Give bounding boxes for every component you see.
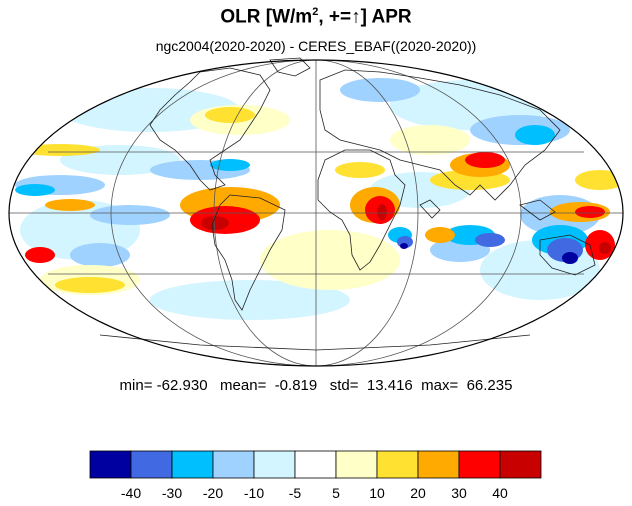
anomaly-field (15, 78, 623, 320)
plot-subtitle: ngc2004(2020-2020) - CERES_EBAF((2020-20… (155, 38, 477, 54)
colorbar-box (89, 450, 132, 479)
std-value: 13.416 (366, 377, 413, 394)
colorbar-box (417, 450, 460, 479)
max-label: max= (421, 377, 459, 394)
colorbar-tick-label: 40 (492, 485, 508, 501)
stats-line: min= -62.930 mean= -0.819 std= 13.416 ma… (0, 377, 632, 394)
colorbar-box (499, 450, 542, 479)
colorbar-tick-label: -20 (203, 485, 223, 501)
colorbar-tick-label: -10 (244, 485, 264, 501)
colorbar-box (130, 450, 173, 479)
colorbar-tick-label: 20 (410, 485, 426, 501)
min-label: min= (119, 377, 153, 394)
title-suffix: , += (318, 6, 352, 28)
title-superscript: 2 (312, 6, 319, 18)
colorbar-box (376, 450, 419, 479)
coastlines (99, 57, 596, 351)
colorbar-tick-label: 30 (451, 485, 467, 501)
std-label: std= (329, 377, 359, 394)
colorbar-tick-label: 5 (332, 485, 340, 501)
map-border (8, 59, 624, 367)
colorbar-tick-label: 10 (369, 485, 385, 501)
mean-value: -0.819 (274, 377, 318, 394)
colorbar-tick-label: -40 (121, 485, 141, 501)
up-arrow-icon: ↑ (351, 6, 361, 28)
title-tail: ] APR (360, 6, 412, 28)
olr-map (8, 57, 624, 367)
colorbar-box (253, 450, 296, 479)
min-value: -62.930 (156, 377, 208, 394)
colorbar-box (212, 450, 255, 479)
plot-title: OLR [W/m2, +=↑] APR (0, 6, 632, 28)
title-prefix: OLR [W/m (220, 6, 313, 28)
colorbar-box (458, 450, 501, 479)
colorbar-box (294, 450, 337, 479)
colorbar-box (335, 450, 378, 479)
colorbar-tick-label: -30 (162, 485, 182, 501)
colorbar-tick-label: -5 (289, 485, 302, 501)
colorbar-box (171, 450, 214, 479)
max-value: 66.235 (466, 377, 513, 394)
mean-label: mean= (220, 377, 267, 394)
